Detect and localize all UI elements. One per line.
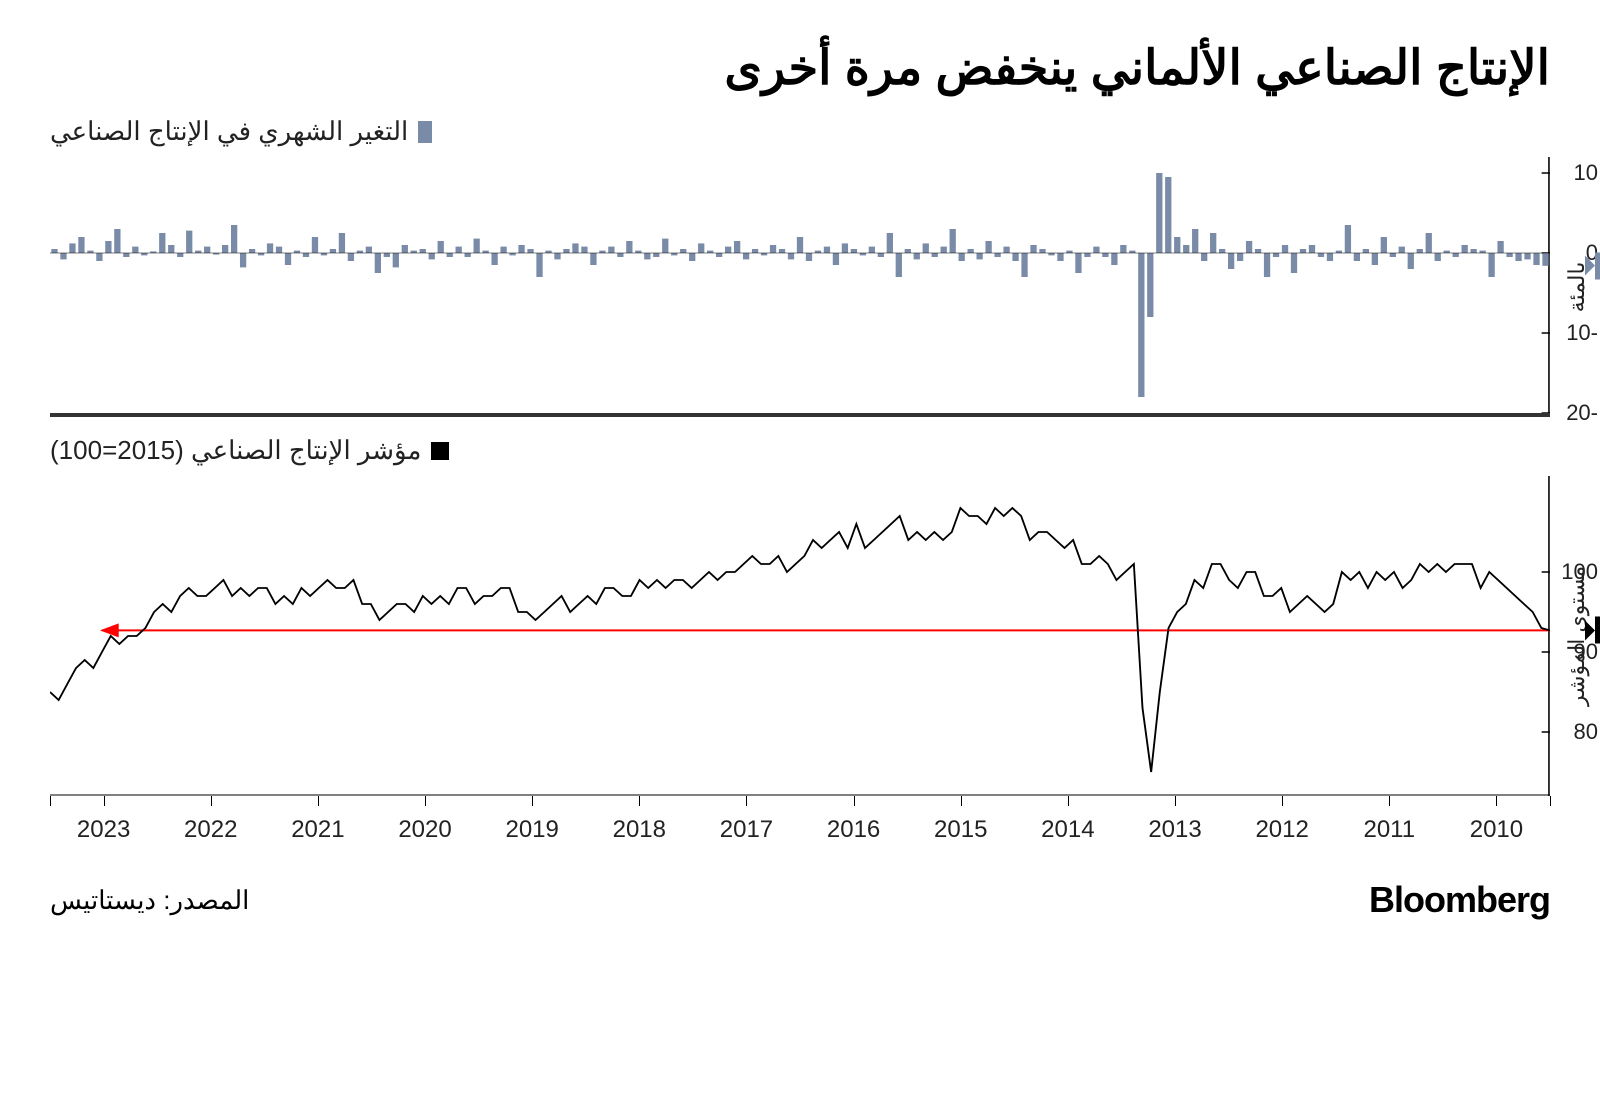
- line-chart: 1009080 92.7: [50, 476, 1550, 796]
- x-axis-label: 2019: [479, 816, 586, 844]
- x-axis-label: 2016: [800, 816, 907, 844]
- chart-container: الإنتاج الصناعي الألماني ينخفض مرة أخرى …: [0, 0, 1600, 1101]
- x-axis-label: 2012: [1229, 816, 1336, 844]
- bar-callout: -1.6: [1595, 252, 1600, 279]
- bar-y-ticks: 100-10-20: [1550, 157, 1598, 413]
- chart-title: الإنتاج الصناعي الألماني ينخفض مرة أخرى: [50, 40, 1550, 96]
- x-axis-labels: 2010201120122013201420152016201720182019…: [50, 816, 1550, 844]
- bar-chart-svg: [50, 157, 1550, 413]
- x-axis-label: 2010: [1443, 816, 1550, 844]
- x-axis-label: 2013: [1121, 816, 1228, 844]
- x-axis-label: 2018: [586, 816, 693, 844]
- bar-chart: 100-10-20 -1.6: [50, 157, 1550, 417]
- x-tick-row: [50, 796, 1550, 808]
- source-label: المصدر: ديستاتيس: [50, 885, 249, 916]
- line-chart-svg: [50, 476, 1550, 796]
- legend-swatch-line: [431, 442, 449, 460]
- bar-chart-wrap: بالمئة 100-10-20 -1.6: [50, 157, 1550, 417]
- chart-footer: Bloomberg المصدر: ديستاتيس: [50, 879, 1550, 921]
- x-axis-label: 2014: [1014, 816, 1121, 844]
- legend-swatch-bar: [418, 121, 432, 143]
- line-chart-wrap: مستوى المؤشر 1009080 92.7: [50, 476, 1550, 796]
- legend-bottom: مؤشر الإنتاج الصناعي (2015=100): [50, 435, 1550, 466]
- x-axis-label: 2011: [1336, 816, 1443, 844]
- x-axis-label: 2022: [157, 816, 264, 844]
- x-axis-label: 2021: [264, 816, 371, 844]
- x-axis-label: 2020: [371, 816, 478, 844]
- legend-top: التغير الشهري في الإنتاج الصناعي: [50, 116, 1550, 147]
- brand-label: Bloomberg: [1369, 879, 1550, 921]
- legend-label-bar: التغير الشهري في الإنتاج الصناعي: [50, 116, 408, 147]
- line-callout: 92.7: [1595, 617, 1600, 644]
- x-axis-label: 2017: [693, 816, 800, 844]
- x-axis-label: 2023: [50, 816, 157, 844]
- legend-label-line: مؤشر الإنتاج الصناعي (2015=100): [50, 435, 421, 466]
- x-axis-label: 2015: [907, 816, 1014, 844]
